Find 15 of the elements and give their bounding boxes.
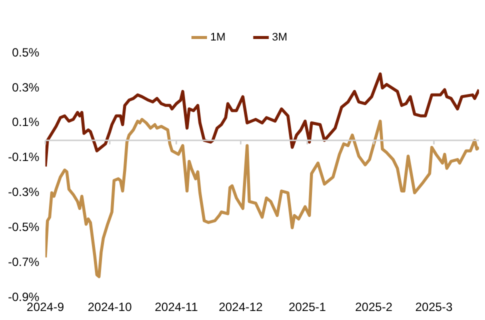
y-tick-label: -0.7% — [8, 254, 40, 269]
y-tick-label: 0.5% — [12, 45, 40, 60]
x-tick-label: 2024-10 — [88, 300, 132, 314]
legend-label: 3M — [272, 32, 288, 44]
x-tick-label: 2025-2 — [355, 300, 393, 314]
x-tick-label: 2024-12 — [218, 300, 264, 314]
y-tick-label: 0.1% — [12, 115, 40, 130]
x-tick-label: 2025-3 — [415, 300, 453, 314]
y-tick-label: 0.3% — [12, 80, 40, 94]
x-tick-label: 2024-11 — [154, 300, 198, 314]
legend-label: 1M — [210, 32, 226, 44]
x-tick-label: 2025-1 — [288, 300, 326, 314]
y-tick-label: -0.3% — [8, 185, 40, 200]
y-tick-label: -0.5% — [8, 220, 40, 234]
y-tick-label: -0.1% — [8, 150, 40, 164]
